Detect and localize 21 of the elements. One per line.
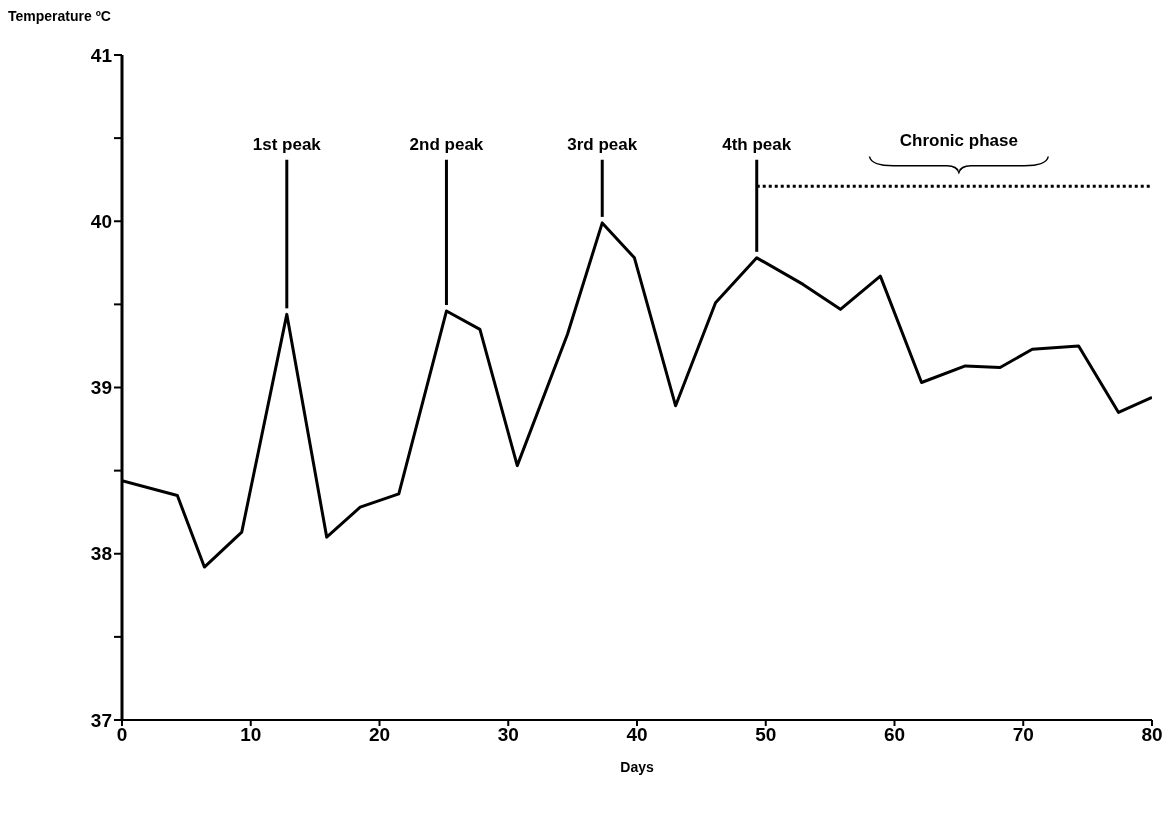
annotation: Chronic phase xyxy=(899,131,1018,151)
x-tick-label: 10 xyxy=(240,724,262,746)
annotation: 4th peak xyxy=(722,134,792,154)
y-tick-label: 37 xyxy=(90,709,112,731)
annotation: 3rd peak xyxy=(567,134,638,154)
x-tick-label: 80 xyxy=(1141,724,1163,746)
y-tick-label: 40 xyxy=(90,210,112,232)
y-tick-label: 41 xyxy=(90,44,113,66)
x-tick-label: 60 xyxy=(883,724,906,746)
y-tick-label: 38 xyxy=(90,543,112,565)
y-tick-label: 39 xyxy=(90,377,112,399)
x-tick-label: 30 xyxy=(497,724,519,746)
y-axis-title: Temperature ºC xyxy=(8,8,111,24)
x-tick-label: 20 xyxy=(368,724,391,746)
x-axis-title: Days xyxy=(620,759,654,775)
x-tick-label: 0 xyxy=(116,724,128,746)
x-tick-label: 40 xyxy=(626,724,648,746)
annotation: 2nd peak xyxy=(409,134,484,154)
x-tick-label: 70 xyxy=(1012,724,1034,746)
x-tick-label: 50 xyxy=(755,724,777,746)
annotation: 1st peak xyxy=(252,134,322,154)
